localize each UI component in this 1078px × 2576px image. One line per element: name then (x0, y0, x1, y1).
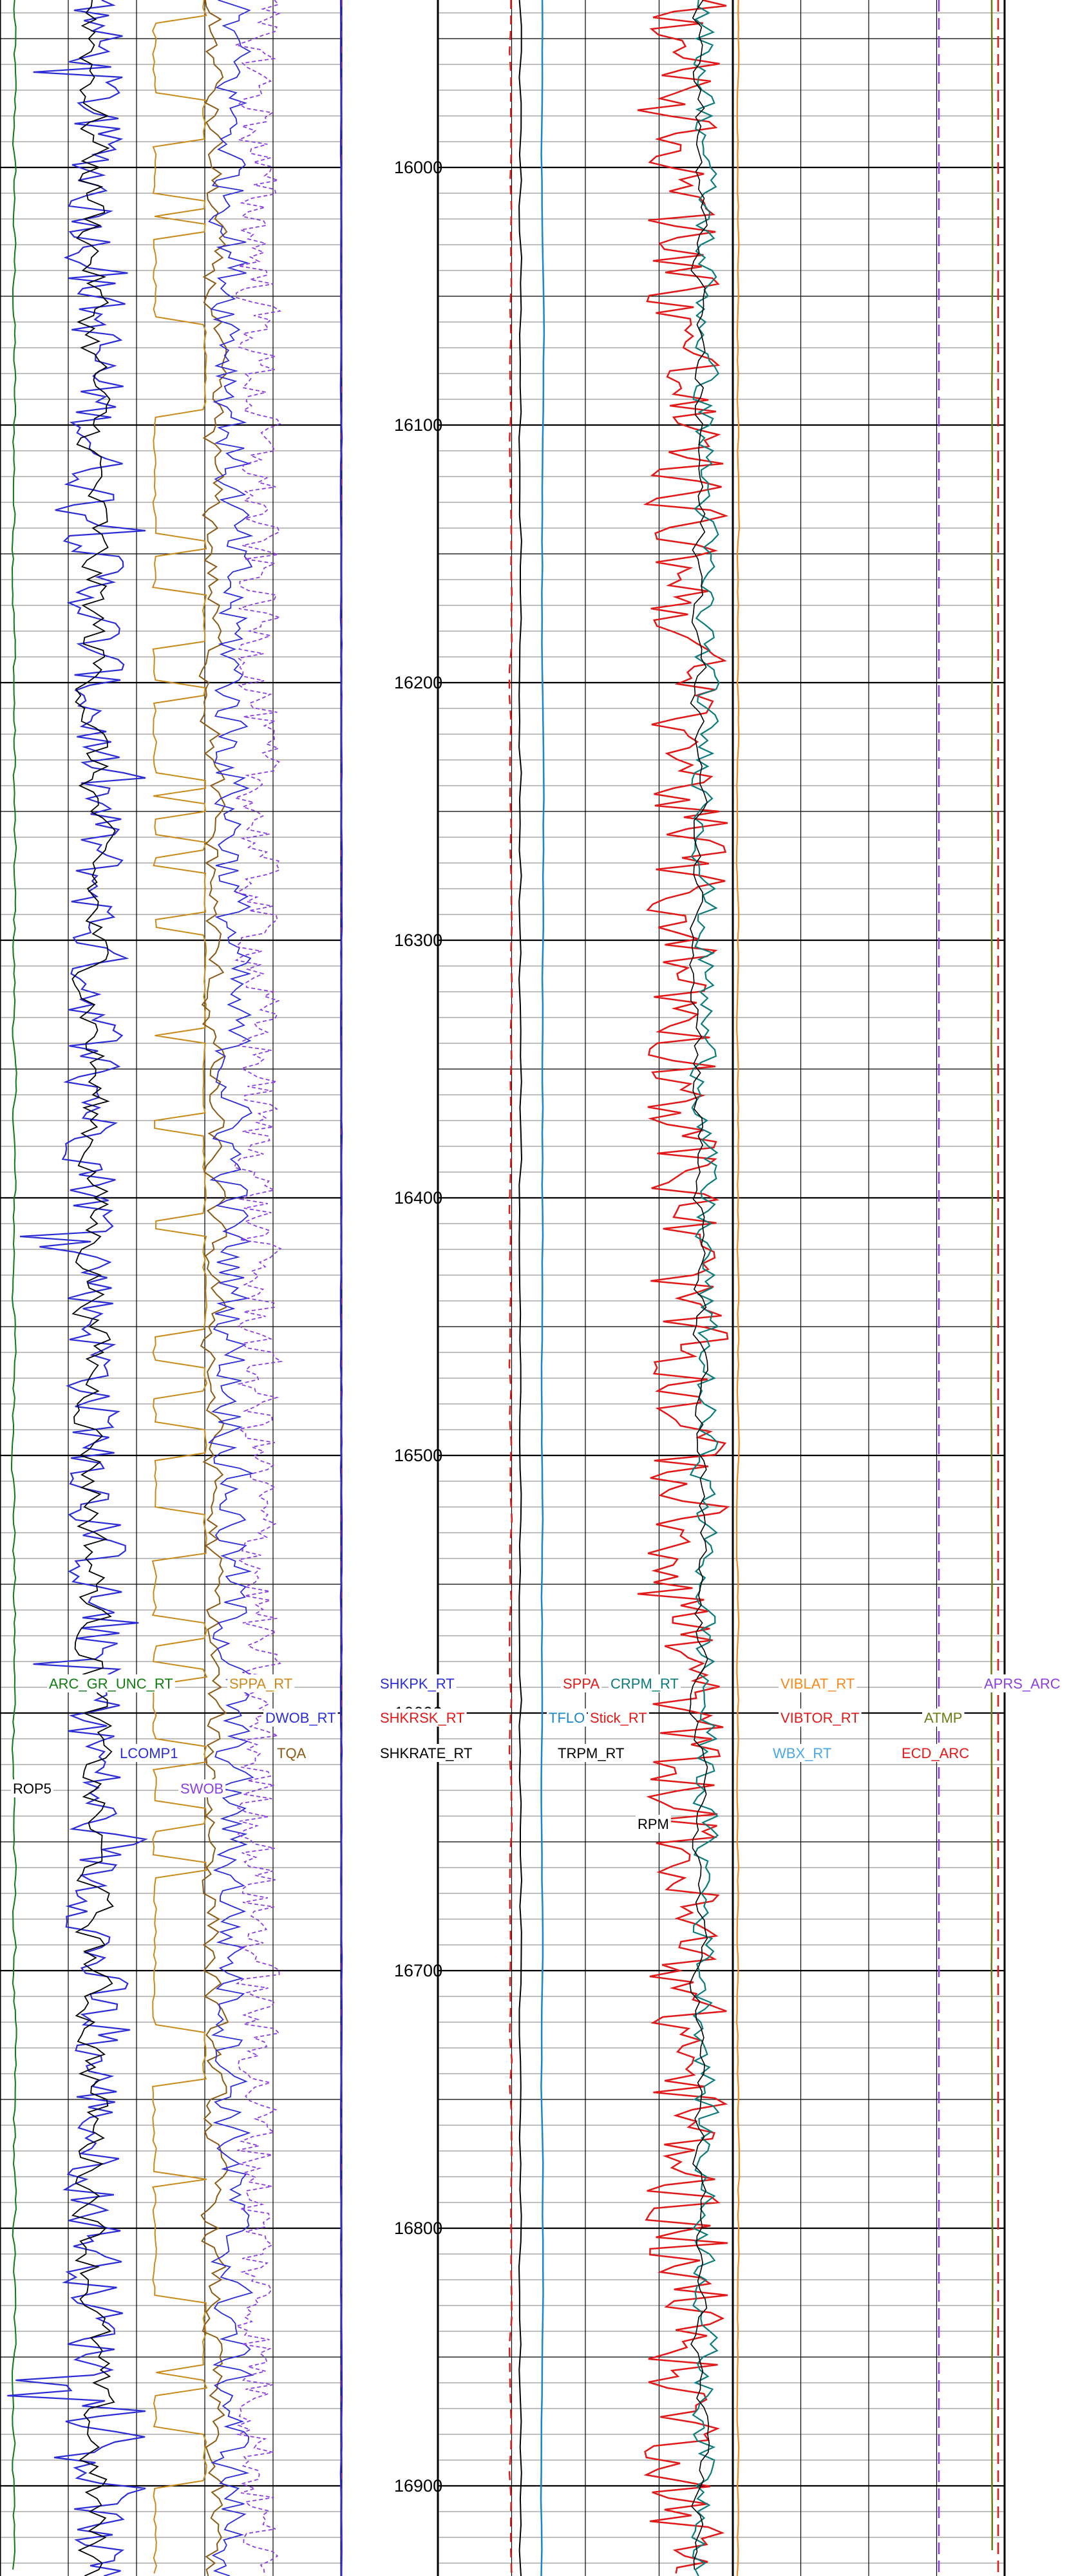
curve-label-bg (779, 1674, 857, 1692)
curves-layer (7, 0, 999, 2576)
curve-label: ECD_ARC (902, 1745, 969, 1761)
swob-curve (233, 0, 283, 2575)
sppa-rt-curve (151, 0, 208, 2574)
curve-label: SWOB (180, 1781, 223, 1797)
depth-tick-label: 16900 (394, 2476, 442, 2496)
curve-label-bg (556, 1744, 627, 1762)
gr-curve (10, 0, 17, 2570)
curve-label-bg (547, 1709, 587, 1727)
depth-tick-label: 16000 (394, 158, 442, 177)
curve-label: RPM (638, 1816, 669, 1832)
curve-label-bg (771, 1744, 834, 1762)
depth-tick-label: 16400 (394, 1188, 442, 1208)
depth-tick-label: 16100 (394, 415, 442, 435)
tflo-curve (540, 0, 545, 2576)
curve-label-bg (588, 1709, 649, 1727)
rop5-curve (71, 0, 116, 2576)
curve-label-bg (118, 1744, 180, 1762)
curve-label-bg (11, 1779, 53, 1797)
rpm-curve (688, 0, 710, 2570)
curve-label-bg (900, 1744, 972, 1762)
curve-label-bg (263, 1709, 338, 1727)
curve-label-bg (779, 1709, 862, 1727)
curve-label: ATMP (924, 1710, 962, 1726)
curve-label-bg (275, 1744, 308, 1762)
depth-tick-label: 16200 (394, 673, 442, 692)
atmp-curve (990, 0, 994, 2551)
curve-label: LCOMP1 (120, 1745, 178, 1761)
curve-label-bg (922, 1709, 965, 1727)
curve-label: SPPA (563, 1676, 600, 1692)
depth-tick-label: 16500 (394, 1446, 442, 1465)
curve-label: WBX_RT (773, 1745, 831, 1761)
curve-label: Stick_RT (590, 1710, 647, 1726)
curve-label: APRS_ARC (984, 1676, 1061, 1692)
depth-tick-label: 16700 (394, 1961, 442, 1980)
curve-label-bg (378, 1674, 457, 1692)
curve-label: ARC_GR_UNC_RT (49, 1676, 173, 1692)
curve-label: VIBTOR_RT (780, 1710, 860, 1726)
shkpk-curve (339, 0, 343, 2576)
curve-label: SHKRSK_RT (380, 1710, 465, 1726)
curve-label-bg (227, 1674, 295, 1692)
curve-label: SPPA_RT (229, 1676, 292, 1692)
lcomp1-curve (7, 0, 148, 2576)
curve-label: SHKPK_RT (380, 1676, 455, 1692)
curve-label: SHKRATE_RT (380, 1745, 472, 1761)
curve-label-bg (47, 1674, 175, 1692)
tqa-curve (198, 0, 229, 2576)
curve-label-bg (982, 1674, 1063, 1692)
depth-tick-label: 16800 (394, 2219, 442, 2238)
curve-label: TRPM_RT (558, 1745, 625, 1761)
curve-label: CRPM_RT (610, 1676, 679, 1692)
curve-label: VIBLAT_RT (780, 1676, 855, 1692)
curve-label: TFLO (549, 1710, 585, 1726)
dwob-curve (208, 0, 254, 2576)
sppa-curve (508, 0, 513, 2576)
curve-label-bg (636, 1815, 671, 1833)
viblat-curve (735, 0, 741, 2576)
depth-tick-label: 16300 (394, 931, 442, 950)
curve-label: ROP5 (13, 1781, 52, 1797)
curve-label-bg (378, 1744, 475, 1762)
shkrate-curve (518, 0, 523, 2576)
stick-curve (637, 0, 730, 2574)
curve-label-bg (609, 1674, 681, 1692)
curve-labels-layer: ARC_GR_UNC_RT SPPA_RT SHKPK_RT SPPA CRPM_RT V… (11, 1674, 1063, 1833)
curve-label-bg (178, 1779, 226, 1797)
curve-label: DWOB_RT (265, 1710, 336, 1726)
grid-layer (0, 0, 1006, 2576)
curve-label-bg (561, 1674, 602, 1692)
depth-axis: 1600016100162001630016400165001660016700… (394, 158, 442, 2496)
curve-label: TQA (277, 1745, 307, 1761)
curve-label-bg (378, 1709, 467, 1727)
